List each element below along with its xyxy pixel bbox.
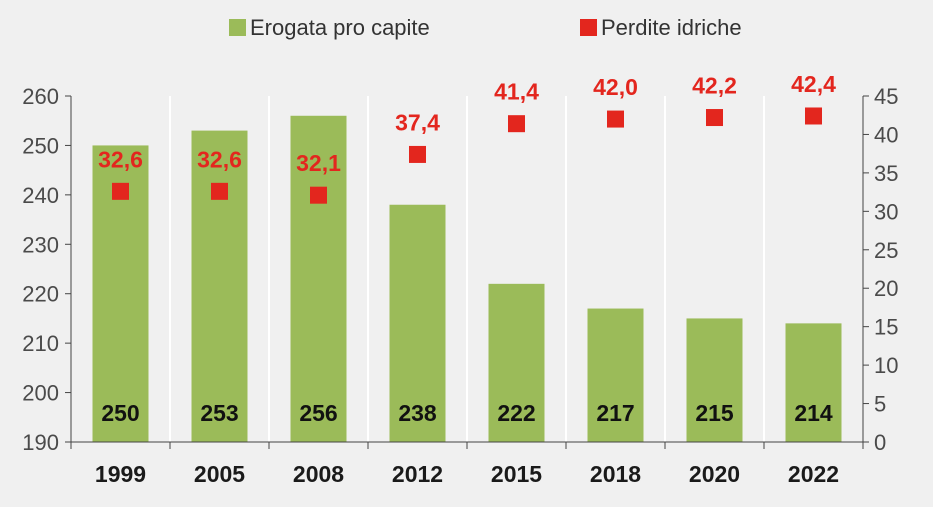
x-tick-label: 2005: [194, 461, 245, 487]
perdite-marker: [310, 186, 327, 204]
x-tick-label: 2012: [392, 461, 443, 487]
axes-layer: 190 200 210 220 230 240 250 260 0 5 10 15 20 25 30 35 40…: [22, 84, 898, 487]
bar: [290, 115, 347, 443]
y-right-tick-label: 45: [874, 84, 898, 109]
y-right-tick-label: 30: [874, 199, 898, 224]
legend: Erogata pro capite Perdite idriche: [229, 15, 742, 40]
y-right-tick-label: 15: [874, 315, 898, 340]
y-right-tick-label: 10: [874, 353, 898, 378]
y-left-tick-label: 260: [22, 84, 59, 109]
x-tick-label: 2015: [491, 461, 542, 487]
bar-value-label: 214: [794, 400, 833, 426]
bar-value-label: 253: [200, 400, 238, 426]
x-tick-label: 2018: [590, 461, 641, 487]
bar-value-label: 222: [497, 400, 535, 426]
bar-value-label: 217: [596, 400, 634, 426]
y-right-tick-label: 20: [874, 276, 898, 301]
perdite-value-label: 37,4: [395, 109, 440, 135]
x-tick-label: 2022: [788, 461, 839, 487]
perdite-value-label: 32,6: [98, 146, 143, 172]
y-right-tick-label: 25: [874, 238, 898, 263]
y-left-tick-label: 250: [22, 133, 59, 158]
bar: [488, 283, 545, 442]
legend-swatch-erogata: [229, 19, 246, 36]
perdite-value-label: 32,6: [197, 146, 242, 172]
bar: [785, 323, 842, 442]
grid-layer: [169, 96, 765, 442]
bars-layer: [92, 115, 842, 443]
y-left-tick-label: 190: [22, 430, 59, 455]
bar: [587, 308, 644, 442]
y-right-tick-label: 40: [874, 122, 898, 147]
y-left-tick-label: 230: [22, 232, 59, 257]
perdite-value-label: 32,1: [296, 150, 341, 176]
x-tick-label: 2020: [689, 461, 740, 487]
perdite-marker: [409, 145, 426, 163]
perdite-value-label: 42,0: [593, 74, 638, 100]
legend-swatch-perdite: [580, 19, 597, 36]
bar-value-label: 238: [398, 400, 437, 426]
x-tick-label: 2008: [293, 461, 344, 487]
perdite-value-label: 42,4: [791, 71, 836, 97]
bar-value-label: 215: [695, 400, 734, 426]
bar-value-label: 256: [299, 400, 337, 426]
x-tick-label: 1999: [95, 461, 146, 487]
perdite-marker: [805, 107, 822, 125]
y-right-tick-label: 0: [874, 430, 886, 455]
y-right-tick-label: 35: [874, 161, 898, 186]
legend-label-erogata: Erogata pro capite: [250, 15, 430, 40]
perdite-marker: [607, 110, 624, 128]
y-right-tick-label: 5: [874, 392, 886, 417]
perdite-value-label: 42,2: [692, 73, 737, 99]
labels-layer: 250 253 256 238 222 217 215 214 32,6 32,6 32,1 37,4…: [98, 71, 836, 426]
bar-value-label: 250: [101, 400, 139, 426]
perdite-marker: [211, 182, 228, 200]
legend-label-perdite: Perdite idriche: [601, 15, 742, 40]
perdite-marker: [508, 115, 525, 133]
y-left-tick-label: 210: [22, 331, 59, 356]
bar: [389, 204, 446, 442]
bar: [191, 130, 248, 442]
y-left-tick-label: 220: [22, 282, 59, 307]
perdite-value-label: 41,4: [494, 79, 539, 105]
perdite-marker: [112, 182, 129, 200]
points-layer: [112, 107, 822, 204]
y-left-tick-label: 240: [22, 183, 59, 208]
bar: [686, 318, 743, 442]
perdite-marker: [706, 109, 723, 127]
y-left-tick-label: 200: [22, 381, 59, 406]
